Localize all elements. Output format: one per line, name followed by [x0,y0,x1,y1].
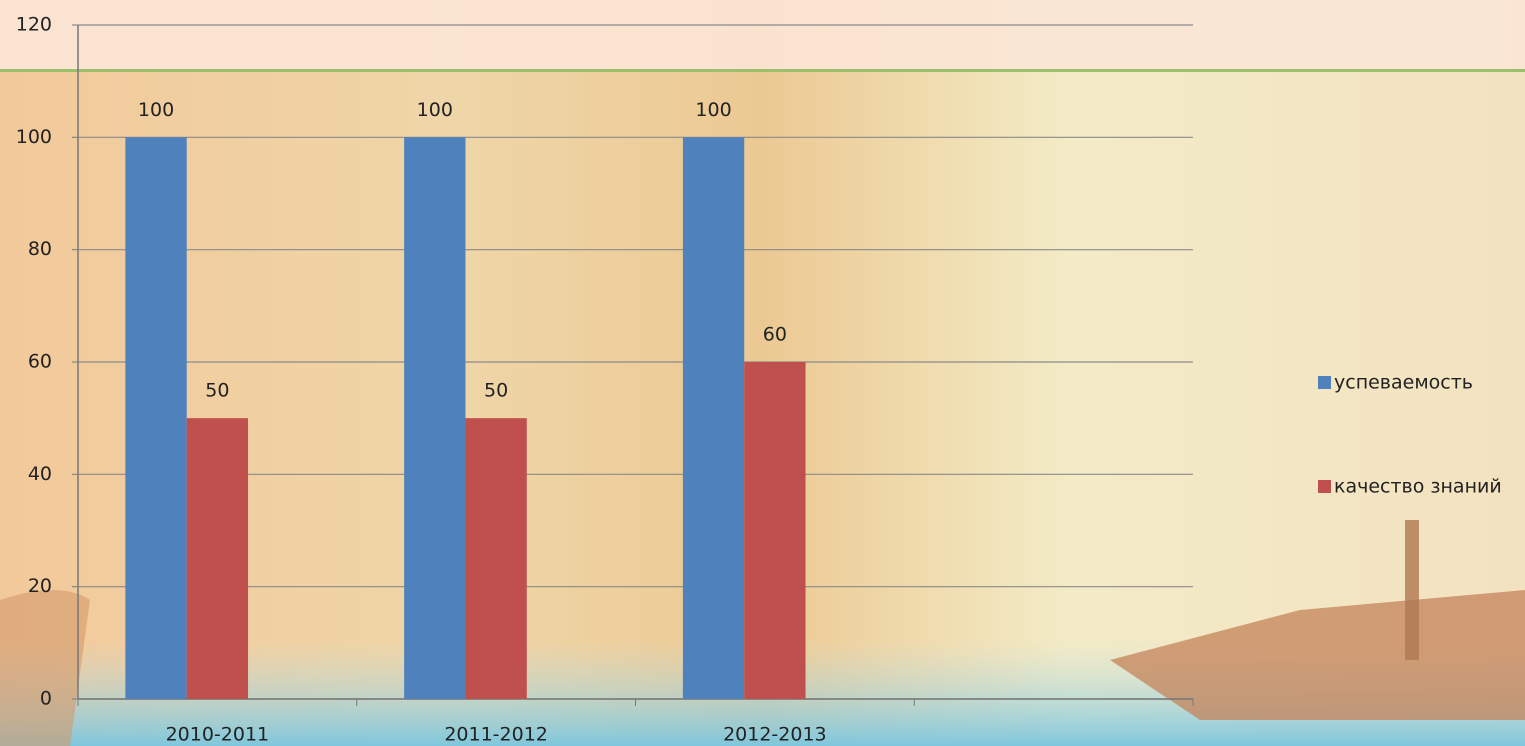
y-tick-label: 120 [16,14,52,36]
x-tick-label: 2012-2013 [723,724,827,746]
legend-swatch [1318,376,1331,389]
bar [744,362,806,699]
ship [1110,590,1525,720]
y-tick-label: 100 [16,126,52,148]
top-band [0,0,1525,70]
data-label: 50 [205,380,229,402]
bar [465,418,527,699]
legend-label: качество знаний [1334,476,1502,498]
data-label: 50 [484,380,508,402]
decor [0,590,90,746]
data-label: 100 [417,99,453,121]
top-band-border [0,69,1525,72]
data-label: 100 [695,99,731,121]
mast [1405,520,1419,660]
y-tick-label: 20 [28,575,52,597]
bar [125,137,187,700]
x-tick-label: 2010-2011 [166,724,270,746]
bar [186,418,249,699]
x-tick-label: 2011-2012 [444,724,548,746]
bar [682,137,745,700]
y-tick-label: 80 [28,238,52,260]
y-tick-label: 40 [28,463,52,485]
bar [404,137,466,700]
legend-swatch [1318,480,1331,493]
y-tick-label: 60 [28,351,52,373]
data-label: 100 [138,99,174,121]
legend-label: успеваемость [1334,372,1473,394]
data-label: 60 [763,324,787,346]
y-tick-label: 0 [40,688,52,710]
